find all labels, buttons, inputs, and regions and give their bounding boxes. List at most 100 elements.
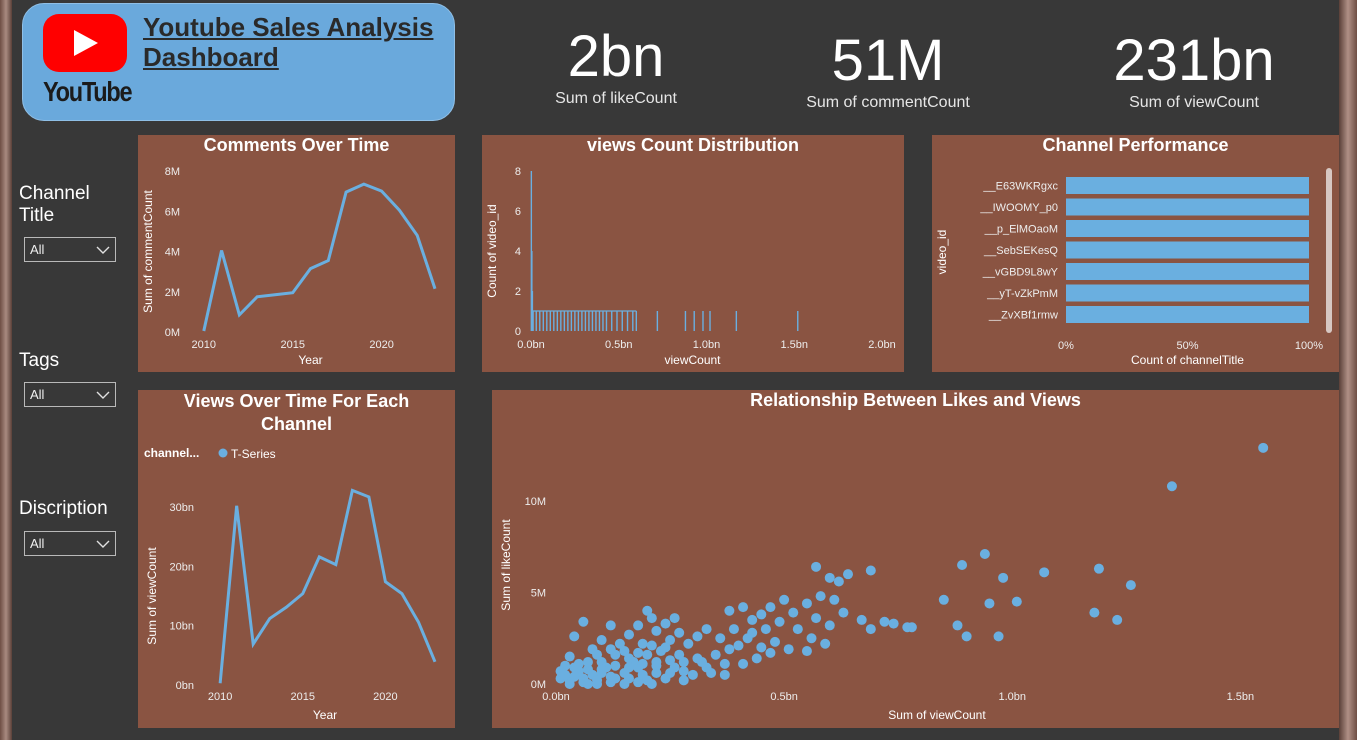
scatter-point xyxy=(719,669,730,680)
scatter-point xyxy=(833,576,844,587)
scatter-point xyxy=(770,636,780,647)
scatter-point xyxy=(646,679,657,689)
x-tick-label: 0.5bn xyxy=(605,339,633,351)
scatter-point xyxy=(906,622,917,633)
scatter-point xyxy=(687,669,698,680)
scatter-point xyxy=(610,673,621,684)
scatter-point xyxy=(824,572,835,583)
scatter-point xyxy=(633,620,644,631)
scatter-point xyxy=(811,561,822,572)
scatter-point xyxy=(1166,481,1177,492)
tags-dropdown[interactable]: All xyxy=(24,382,116,407)
y-tick-label: 10M xyxy=(525,496,546,508)
x-tick-label: 2015 xyxy=(280,339,304,351)
y-tick-label: 0M xyxy=(165,327,180,339)
category-label: __p_ElMOaoM xyxy=(984,224,1058,236)
channel-bar xyxy=(1066,220,1309,237)
x-tick-label: 2015 xyxy=(291,691,315,703)
views-over-time-panel[interactable]: Views Over Time For Each Channel channel… xyxy=(138,390,455,728)
right-edge-decoration xyxy=(1339,0,1357,740)
scatter-point xyxy=(1112,614,1123,625)
x-tick-label: 2.0bn xyxy=(868,339,896,351)
scatter-point xyxy=(665,668,676,679)
scatter-point xyxy=(646,640,657,651)
scatter-point xyxy=(783,644,794,655)
scatter-point xyxy=(792,624,803,635)
y-tick-label: 20bn xyxy=(170,561,194,573)
x-tick-label: 1.0bn xyxy=(693,339,721,351)
scatter-point xyxy=(820,638,831,649)
dashboard-title: Youtube Sales Analysis Dashboard xyxy=(143,12,434,72)
scatter-point xyxy=(1089,607,1100,618)
scatter-point xyxy=(724,605,735,616)
y-tick-label: 0bn xyxy=(176,680,194,692)
scatter-point xyxy=(582,679,593,689)
scatter-point xyxy=(984,598,995,609)
youtube-play-icon xyxy=(43,14,127,72)
scatter-point xyxy=(747,627,758,638)
scatter-point xyxy=(592,649,603,660)
scatter-point xyxy=(555,666,566,677)
comments-line-chart: 0M 2M 4M 6M 8M 2010 2015 2020 Year Sum of comment… xyxy=(141,166,437,367)
scatter-point xyxy=(979,549,990,560)
scatter-point xyxy=(637,669,648,680)
scatter-point xyxy=(674,627,685,638)
scatter-point xyxy=(1093,563,1104,574)
scatter-point xyxy=(619,646,630,657)
scatter-point xyxy=(678,675,689,686)
x-tick-label: 2020 xyxy=(369,339,393,351)
scatter-point xyxy=(1011,596,1022,607)
y-tick-label: 8M xyxy=(165,166,180,178)
views-line-chart: channel... T-Series 0bn 10bn 20bn 30bn 2010 201… xyxy=(144,446,437,722)
scatter-point xyxy=(633,677,644,688)
scatter-point xyxy=(865,565,876,576)
kpi-comment-count: 51M Sum of commentCount xyxy=(788,30,988,112)
chart-title: Comments Over Time xyxy=(203,135,390,155)
scatter-point xyxy=(637,638,648,649)
scatter-point xyxy=(706,668,717,679)
kpi-like-count: 2bn Sum of likeCount xyxy=(536,26,696,108)
scatter-point xyxy=(738,602,749,613)
views-distribution-panel[interactable]: views Count Distribution 0 2 4 6 8 0.0bn 0.5bn… xyxy=(482,135,904,372)
scatter-point xyxy=(724,644,735,655)
scatter-point xyxy=(811,613,822,624)
scatter-point xyxy=(624,629,634,640)
legend-marker xyxy=(218,448,228,458)
scatter-point xyxy=(642,649,653,660)
channel-performance-panel[interactable]: Channel Performance __E63WKRgxc __IWOOMY_… xyxy=(932,135,1339,372)
y-axis-label: Count of video_id xyxy=(485,204,499,297)
likes-views-scatter-panel[interactable]: Relationship Between Likes and Views 0M 5… xyxy=(492,390,1339,728)
scatter-point xyxy=(806,633,817,644)
scatter-point xyxy=(1125,580,1136,591)
scatter-point xyxy=(751,653,762,664)
comments-series-line xyxy=(202,182,437,332)
chart-title: Channel Performance xyxy=(1042,135,1229,155)
dropdown-value: All xyxy=(30,242,45,257)
left-edge-decoration xyxy=(0,0,12,740)
scatter-point xyxy=(633,647,644,658)
comments-over-time-panel[interactable]: Comments Over Time 0M 2M 4M 6M 8M 2010 2015 202… xyxy=(138,135,455,372)
youtube-logo: YouTube xyxy=(43,14,133,110)
description-dropdown[interactable]: All xyxy=(24,531,116,556)
scatter-point xyxy=(838,607,849,618)
x-tick-label: 1.5bn xyxy=(780,339,808,351)
y-axis-label: video_id xyxy=(935,230,949,275)
kpi-label: Sum of viewCount xyxy=(1129,94,1259,111)
x-axis-label: Sum of viewCount xyxy=(888,708,986,722)
chart-title: Relationship Between Likes and Views xyxy=(750,390,1081,410)
kpi-value: 231bn xyxy=(1113,28,1275,93)
y-tick-label: 8 xyxy=(515,166,521,178)
chevron-down-icon xyxy=(96,391,110,399)
scatter-point xyxy=(765,647,776,658)
scatter-point xyxy=(998,572,1009,583)
x-axis-label: Count of channelTitle xyxy=(1131,353,1244,367)
y-tick-label: 4 xyxy=(515,246,521,258)
scatter-point xyxy=(747,614,758,625)
category-label: __E63WKRgxc xyxy=(982,181,1058,193)
channel-title-dropdown[interactable]: All xyxy=(24,237,116,262)
scatter-point xyxy=(592,679,603,689)
x-axis-label: Year xyxy=(313,708,337,722)
x-axis-label: Year xyxy=(298,353,322,367)
scatter-point xyxy=(961,631,972,642)
scatter-point xyxy=(879,616,890,627)
